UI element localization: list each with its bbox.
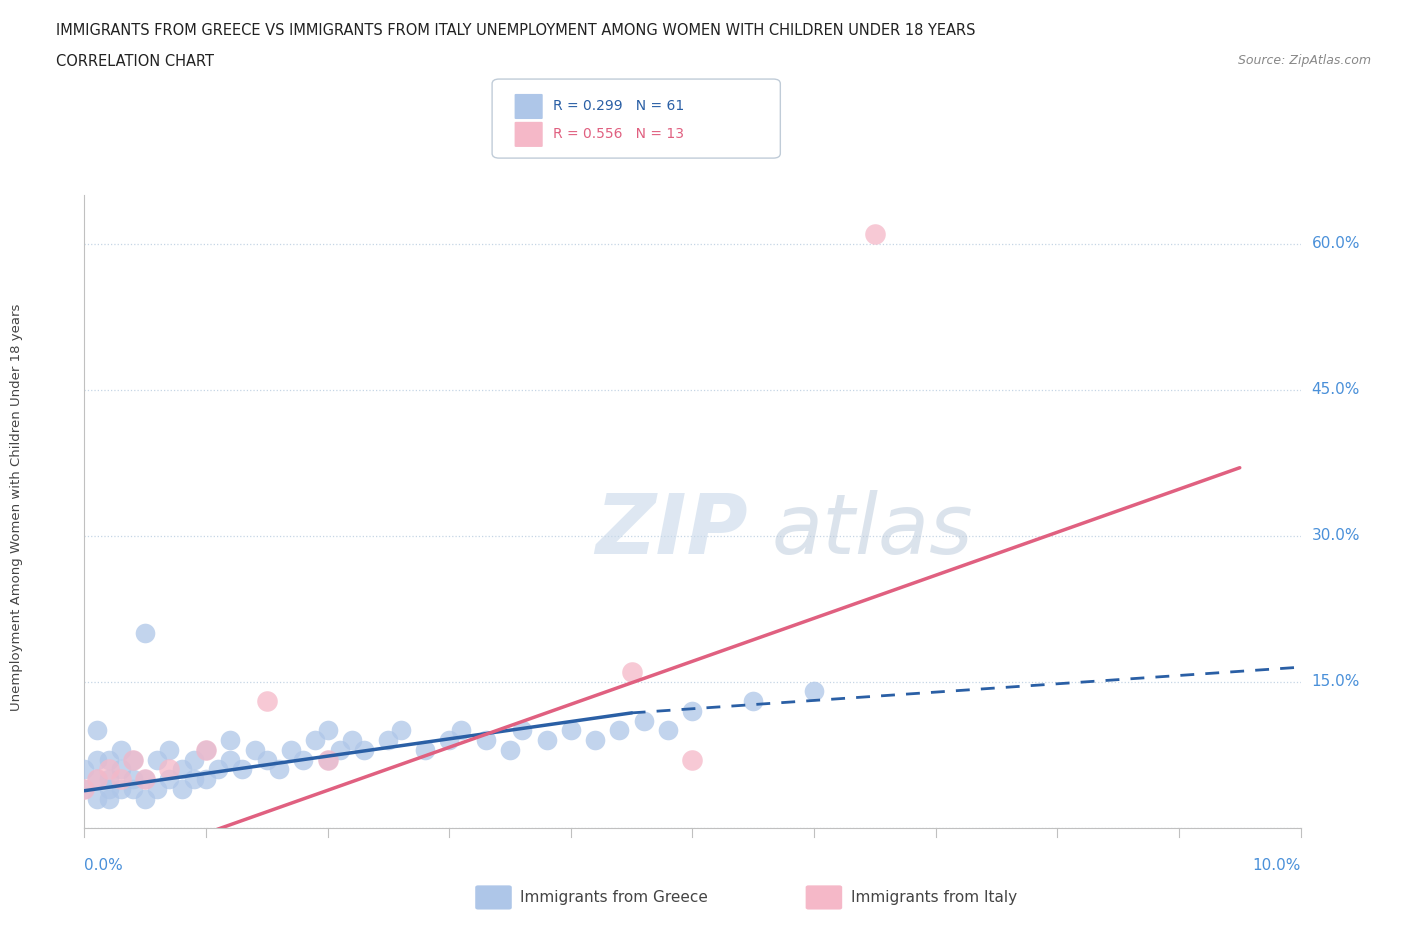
Point [122,781,145,796]
Point [682,703,704,718]
Point [86,752,108,767]
Point [231,762,253,777]
Point [73,781,96,796]
Point [110,762,132,777]
Point [134,791,156,806]
Text: CORRELATION CHART: CORRELATION CHART [56,54,214,69]
Point [450,723,472,737]
Text: R = 0.556   N = 13: R = 0.556 N = 13 [553,127,683,141]
Point [413,742,436,757]
Point [97,762,120,777]
Point [560,723,582,737]
Point [183,772,205,787]
Point [86,772,108,787]
Text: R = 0.299   N = 61: R = 0.299 N = 61 [553,100,683,113]
Point [439,733,461,748]
Point [207,762,229,777]
Point [510,723,533,737]
Point [122,752,145,767]
Point [620,665,643,680]
Point [134,626,156,641]
Point [682,752,704,767]
Point [97,791,120,806]
Point [863,227,886,242]
Text: atlas: atlas [772,490,973,571]
Point [267,762,290,777]
Point [292,752,315,767]
Text: ZIP: ZIP [595,490,748,571]
Point [316,752,339,767]
Text: 15.0%: 15.0% [1312,674,1360,689]
Point [243,742,266,757]
Point [194,742,218,757]
Point [194,772,218,787]
Point [159,742,181,757]
Text: 10.0%: 10.0% [1253,858,1301,873]
Text: 60.0%: 60.0% [1312,236,1360,251]
Point [97,752,120,767]
Point [170,781,193,796]
Text: 30.0%: 30.0% [1312,528,1360,543]
Point [134,772,156,787]
Point [86,772,108,787]
Point [73,781,96,796]
Text: Unemployment Among Women with Children Under 18 years: Unemployment Among Women with Children U… [10,303,24,711]
Point [377,733,399,748]
Point [742,694,765,709]
Point [122,772,145,787]
Point [97,772,120,787]
Text: IMMIGRANTS FROM GREECE VS IMMIGRANTS FROM ITALY UNEMPLOYMENT AMONG WOMEN WITH CH: IMMIGRANTS FROM GREECE VS IMMIGRANTS FRO… [56,23,976,38]
Point [86,791,108,806]
Point [304,733,326,748]
Point [280,742,302,757]
Point [256,694,278,709]
Point [110,781,132,796]
Point [183,752,205,767]
Point [499,742,522,757]
Point [73,762,96,777]
Point [609,723,631,737]
Point [256,752,278,767]
Point [340,733,363,748]
Point [159,762,181,777]
Point [316,723,339,737]
Point [86,723,108,737]
Point [219,733,242,748]
Text: Source: ZipAtlas.com: Source: ZipAtlas.com [1237,54,1371,67]
Point [389,723,412,737]
Point [803,684,825,699]
Text: 45.0%: 45.0% [1312,382,1360,397]
Point [159,772,181,787]
Point [110,772,132,787]
Point [474,733,496,748]
Point [353,742,375,757]
Point [536,733,558,748]
Point [122,752,145,767]
Point [329,742,352,757]
Text: Immigrants from Greece: Immigrants from Greece [520,890,709,905]
Point [110,742,132,757]
Point [657,723,679,737]
Point [583,733,606,748]
Point [146,781,169,796]
Point [194,742,218,757]
Point [146,752,169,767]
Point [97,781,120,796]
Point [170,762,193,777]
Text: 0.0%: 0.0% [84,858,124,873]
Text: Immigrants from Italy: Immigrants from Italy [851,890,1017,905]
Point [219,752,242,767]
Point [633,713,655,728]
Point [134,772,156,787]
Point [316,752,339,767]
